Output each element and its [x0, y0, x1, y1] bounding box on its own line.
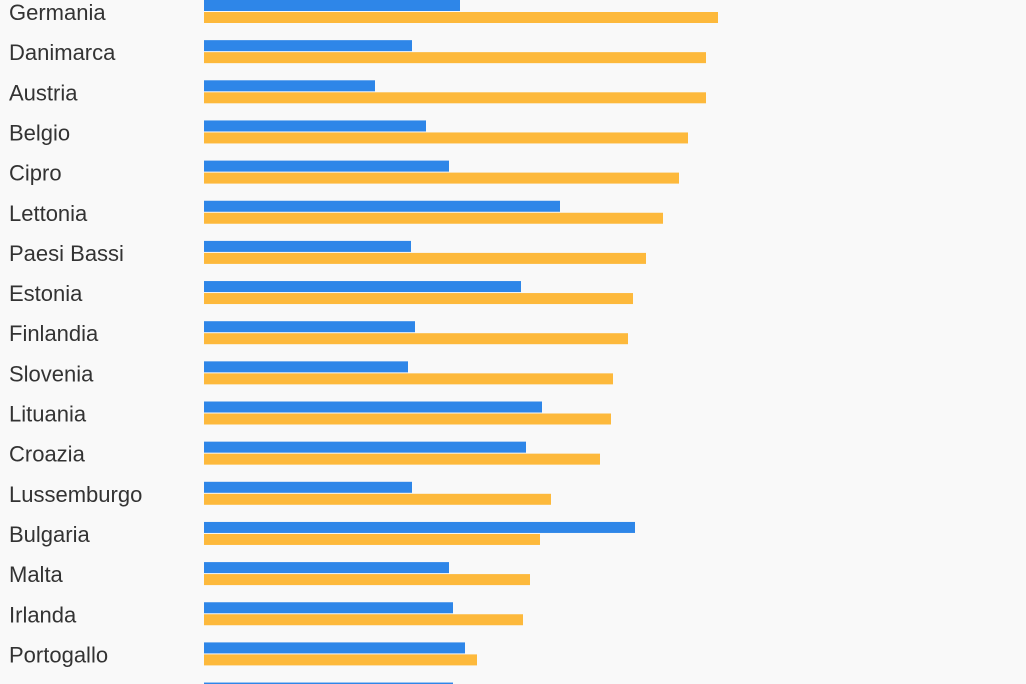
bar-series1-malta: [204, 562, 449, 574]
bar-series2-lussemburgo: [204, 493, 551, 505]
bar-series2-portogallo: [204, 654, 477, 666]
bar-series1-estonia: [204, 281, 521, 293]
bar-series1-belgio: [204, 120, 426, 132]
bar-series1-germania: [204, 0, 460, 11]
category-label-lituania: Lituania: [9, 402, 87, 427]
category-label-austria: Austria: [9, 80, 78, 105]
bar-series2-bulgaria: [204, 533, 540, 545]
category-label-lettonia: Lettonia: [9, 201, 88, 226]
category-label-finlandia: Finlandia: [9, 321, 99, 346]
bar-series1-slovenia: [204, 361, 408, 373]
category-label-paesi-bassi: Paesi Bassi: [9, 241, 124, 266]
category-label-irlanda: Irlanda: [9, 602, 77, 627]
bar-series2-croazia: [204, 453, 600, 465]
bar-series2-paesi-bassi: [204, 252, 646, 264]
category-label-danimarca: Danimarca: [9, 40, 116, 65]
category-label-germania: Germania: [9, 0, 106, 25]
bar-series1-portogallo: [204, 642, 465, 654]
bar-series2-lituania: [204, 413, 611, 425]
category-label-slovenia: Slovenia: [9, 361, 94, 386]
bar-series1-danimarca: [204, 40, 412, 52]
bar-series1-bulgaria: [204, 521, 635, 533]
category-label-belgio: Belgio: [9, 120, 70, 145]
category-labels: Germania Danimarca Austria Belgio Cipro Letto…: [9, 0, 142, 667]
bars: [204, 0, 718, 684]
bar-series1-lussemburgo: [204, 481, 412, 493]
bar-series1-lituania: [204, 401, 542, 413]
bar-series2-irlanda: [204, 614, 523, 626]
bar-series2-germania: [204, 12, 718, 23]
bar-series2-malta: [204, 574, 530, 586]
bar-series2-lettonia: [204, 212, 663, 224]
bar-series2-cipro: [204, 172, 679, 184]
bar-series2-finlandia: [204, 333, 628, 345]
bar-series1-irlanda: [204, 602, 453, 614]
bar-series2-belgio: [204, 132, 688, 144]
category-label-portogallo: Portogallo: [9, 642, 108, 667]
bar-series1-row-17: [204, 682, 453, 684]
bar-series1-finlandia: [204, 321, 415, 333]
bar-series1-austria: [204, 80, 375, 92]
category-label-malta: Malta: [9, 562, 64, 587]
bar-series1-cipro: [204, 160, 449, 172]
bar-series2-estonia: [204, 293, 633, 305]
category-label-cipro: Cipro: [9, 161, 62, 186]
category-label-croazia: Croazia: [9, 442, 86, 467]
bar-series2-danimarca: [204, 52, 706, 64]
bar-series1-lettonia: [204, 200, 560, 212]
bar-series1-paesi-bassi: [204, 240, 411, 252]
category-label-bulgaria: Bulgaria: [9, 522, 90, 547]
category-label-lussemburgo: Lussemburgo: [9, 482, 142, 507]
bar-series1-croazia: [204, 441, 526, 453]
category-label-estonia: Estonia: [9, 281, 83, 306]
bar-series2-austria: [204, 92, 706, 104]
bar-series2-slovenia: [204, 373, 613, 385]
